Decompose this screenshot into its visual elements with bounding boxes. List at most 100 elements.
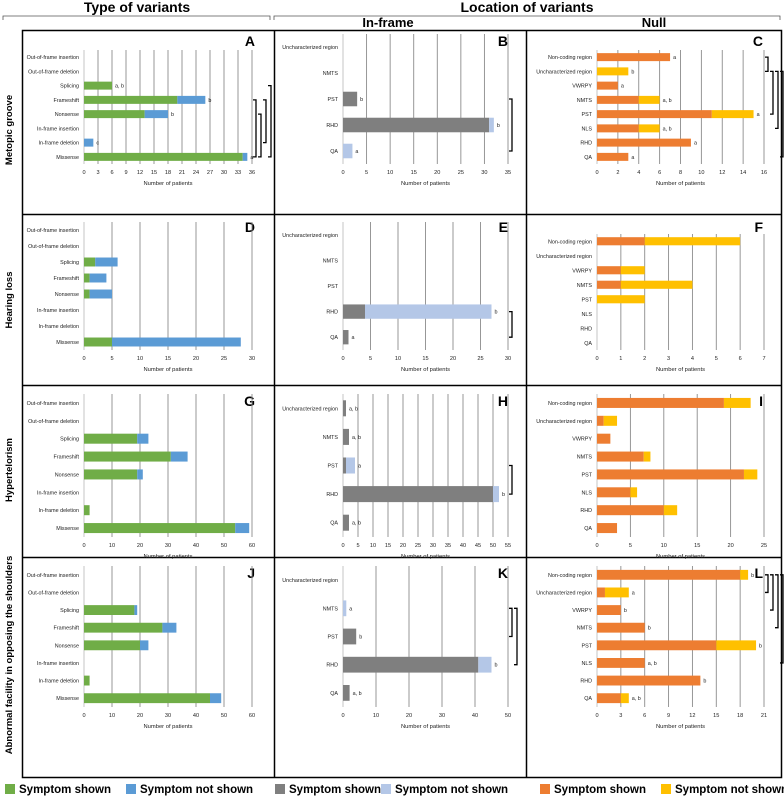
significance-bracket-e xyxy=(509,310,513,338)
row-title-hypertelorism: Hypertelorism xyxy=(4,438,15,502)
category-label-i: PST xyxy=(582,472,593,478)
significance-bracket-a xyxy=(268,84,272,158)
tick-label-a: 36 xyxy=(249,170,255,176)
bar-h-shown xyxy=(343,400,346,417)
bar-e-shown xyxy=(343,304,365,319)
bar-l-shown xyxy=(597,569,741,580)
category-label-i: Non-coding region xyxy=(548,401,592,407)
x-axis-label-a: Number of patients xyxy=(144,181,193,187)
bar-i-shown xyxy=(597,487,631,498)
data-label-l: b xyxy=(751,573,754,579)
bar-l-not-shown xyxy=(740,569,749,580)
tick-label-b: 0 xyxy=(341,170,344,176)
x-axis-label-i: Number of patients xyxy=(656,554,705,560)
category-label-j: In-frame insertion xyxy=(37,661,79,667)
category-label-g: Missense xyxy=(56,526,79,532)
panel-letter-e: E xyxy=(499,219,508,235)
bar-b-shown xyxy=(343,91,358,107)
bar-a-not-shown xyxy=(144,110,168,119)
category-label-d: Frameshift xyxy=(54,276,80,282)
bar-l-shown xyxy=(597,675,701,686)
bar-h-not-shown xyxy=(346,457,355,474)
bar-g-not-shown xyxy=(137,433,149,444)
category-label-a: Out-of-frame deletion xyxy=(28,69,79,75)
legend-label-gray: Symptom shown xyxy=(289,784,381,796)
tick-label-e: 0 xyxy=(341,356,344,362)
header-type-of-variants: Type of variants xyxy=(84,0,191,15)
header-bracket-type xyxy=(2,15,271,20)
bar-h-shown xyxy=(343,514,349,531)
tick-label-c: 10 xyxy=(698,170,704,176)
row-title-metopic-groove: Metopic groove xyxy=(4,95,15,165)
category-label-f: Uncharacterized region xyxy=(536,254,592,260)
data-label-e: a xyxy=(352,335,355,341)
category-label-l: Non-coding region xyxy=(548,573,592,579)
bar-i-shown xyxy=(597,397,724,408)
data-label-h: a, b xyxy=(349,406,358,412)
bar-g-not-shown xyxy=(137,469,143,480)
data-label-l: a xyxy=(632,590,635,596)
category-label-l: VWRPY xyxy=(572,608,592,614)
tick-label-b: 5 xyxy=(365,170,368,176)
panel-letter-f: F xyxy=(754,219,763,235)
bar-h-not-shown xyxy=(493,486,499,503)
bar-l-not-shown xyxy=(604,587,629,598)
chart-k: K 0 10 20 30 40 50 Number of patients Uncharacte… xyxy=(282,565,518,730)
tick-label-f: 0 xyxy=(595,356,598,362)
category-label-i: QA xyxy=(584,526,592,532)
tick-label-k: 40 xyxy=(472,713,478,719)
category-label-c: QA xyxy=(584,155,592,161)
bar-f-not-shown xyxy=(597,295,645,304)
bar-c-not-shown xyxy=(711,110,754,119)
significance-bracket-a xyxy=(258,113,262,158)
panel-letter-d: D xyxy=(245,219,255,235)
chart-e: E 0 5 10 15 20 25 30 Number of patients Uncharact… xyxy=(282,219,513,373)
tick-label-d: 25 xyxy=(221,356,227,362)
legend-label-lightblue: Symptom not shown xyxy=(395,784,508,796)
bar-f-shown xyxy=(597,280,621,289)
category-label-g: Out-of-frame insertion xyxy=(27,401,79,407)
significance-bracket-c xyxy=(770,70,774,115)
data-label-c: a xyxy=(673,55,676,61)
bar-b-shown xyxy=(343,117,490,133)
x-axis-label-j: Number of patients xyxy=(144,724,193,730)
category-label-f: NMTS xyxy=(577,283,593,289)
tick-label-a: 9 xyxy=(124,170,127,176)
panel-letter-l: L xyxy=(754,565,763,581)
tick-label-k: 50 xyxy=(505,713,511,719)
tick-label-j: 40 xyxy=(193,713,199,719)
panel-letter-j: J xyxy=(247,565,255,581)
category-label-l: PST xyxy=(582,643,593,649)
category-label-j: Nonsense xyxy=(55,643,79,649)
bar-g-not-shown xyxy=(170,451,188,462)
bar-k-not-shown xyxy=(343,600,347,617)
legend-orange-shown: Symptom shown xyxy=(540,784,646,796)
tick-label-a: 0 xyxy=(82,170,85,176)
bar-g-not-shown xyxy=(235,523,250,534)
bar-j-shown xyxy=(84,622,163,633)
category-label-k: Uncharacterized region xyxy=(282,578,338,584)
significance-bracket-l xyxy=(780,574,784,664)
bar-i-shown xyxy=(597,469,744,480)
legend-green-shown: Symptom shown xyxy=(5,784,111,796)
bar-a-shown xyxy=(84,152,243,161)
category-label-a: In-frame insertion xyxy=(37,126,79,132)
data-label-c: a xyxy=(621,84,624,90)
tick-label-i: 20 xyxy=(727,543,733,549)
bar-a-shown xyxy=(84,110,145,119)
category-label-d: Out-of-frame insertion xyxy=(27,228,79,234)
tick-label-c: 14 xyxy=(740,170,746,176)
category-label-i: Uncharacterized region xyxy=(536,419,592,425)
category-label-f: QA xyxy=(584,341,592,347)
data-label-b: b xyxy=(360,97,363,103)
tick-label-h: 40 xyxy=(460,543,466,549)
panel-letter-h: H xyxy=(498,393,508,409)
category-label-i: VWRPY xyxy=(572,437,592,443)
bar-f-shown xyxy=(597,237,645,246)
data-label-k: a, b xyxy=(353,691,362,697)
legend-yellow-not-shown: Symptom not shown xyxy=(661,784,784,796)
category-label-j: Out-of-frame deletion xyxy=(28,590,79,596)
category-label-c: Non-coding region xyxy=(548,55,592,61)
